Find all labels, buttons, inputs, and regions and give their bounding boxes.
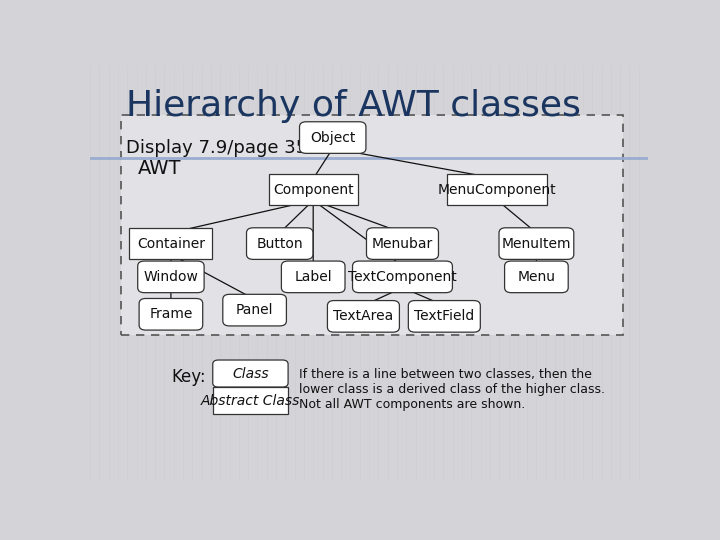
FancyBboxPatch shape <box>121 114 623 335</box>
Text: Frame: Frame <box>149 307 192 321</box>
FancyBboxPatch shape <box>282 261 345 293</box>
FancyBboxPatch shape <box>130 228 212 259</box>
FancyBboxPatch shape <box>328 301 400 332</box>
FancyBboxPatch shape <box>213 387 288 414</box>
Text: If there is a line between two classes, then the
lower class is a derived class : If there is a line between two classes, … <box>300 368 606 411</box>
FancyBboxPatch shape <box>269 174 358 205</box>
FancyBboxPatch shape <box>246 228 313 259</box>
FancyBboxPatch shape <box>408 301 480 332</box>
FancyBboxPatch shape <box>139 299 203 330</box>
Text: Component: Component <box>273 183 354 197</box>
FancyBboxPatch shape <box>505 261 568 293</box>
Text: Button: Button <box>256 237 303 251</box>
FancyBboxPatch shape <box>366 228 438 259</box>
Text: Class: Class <box>232 367 269 381</box>
FancyBboxPatch shape <box>353 261 452 293</box>
Text: AWT: AWT <box>138 159 181 178</box>
FancyBboxPatch shape <box>499 228 574 259</box>
Text: TextComponent: TextComponent <box>348 270 457 284</box>
Text: Display 7.9/page 350: Display 7.9/page 350 <box>126 139 319 157</box>
FancyBboxPatch shape <box>300 122 366 153</box>
Text: Panel: Panel <box>236 303 274 317</box>
Text: Menu: Menu <box>518 270 555 284</box>
Text: Window: Window <box>143 270 198 284</box>
Text: Key:: Key: <box>171 368 205 386</box>
Text: Abstract Class: Abstract Class <box>201 394 300 408</box>
Text: TextField: TextField <box>414 309 474 323</box>
Text: TextArea: TextArea <box>333 309 394 323</box>
Text: Menubar: Menubar <box>372 237 433 251</box>
Text: Label: Label <box>294 270 332 284</box>
FancyBboxPatch shape <box>213 360 288 387</box>
FancyBboxPatch shape <box>138 261 204 293</box>
FancyBboxPatch shape <box>222 294 287 326</box>
FancyBboxPatch shape <box>447 174 547 205</box>
Text: Container: Container <box>137 237 205 251</box>
Text: MenuItem: MenuItem <box>502 237 571 251</box>
Text: MenuComponent: MenuComponent <box>438 183 557 197</box>
Text: Object: Object <box>310 131 356 145</box>
Text: Hierarchy of AWT classes: Hierarchy of AWT classes <box>126 90 581 123</box>
